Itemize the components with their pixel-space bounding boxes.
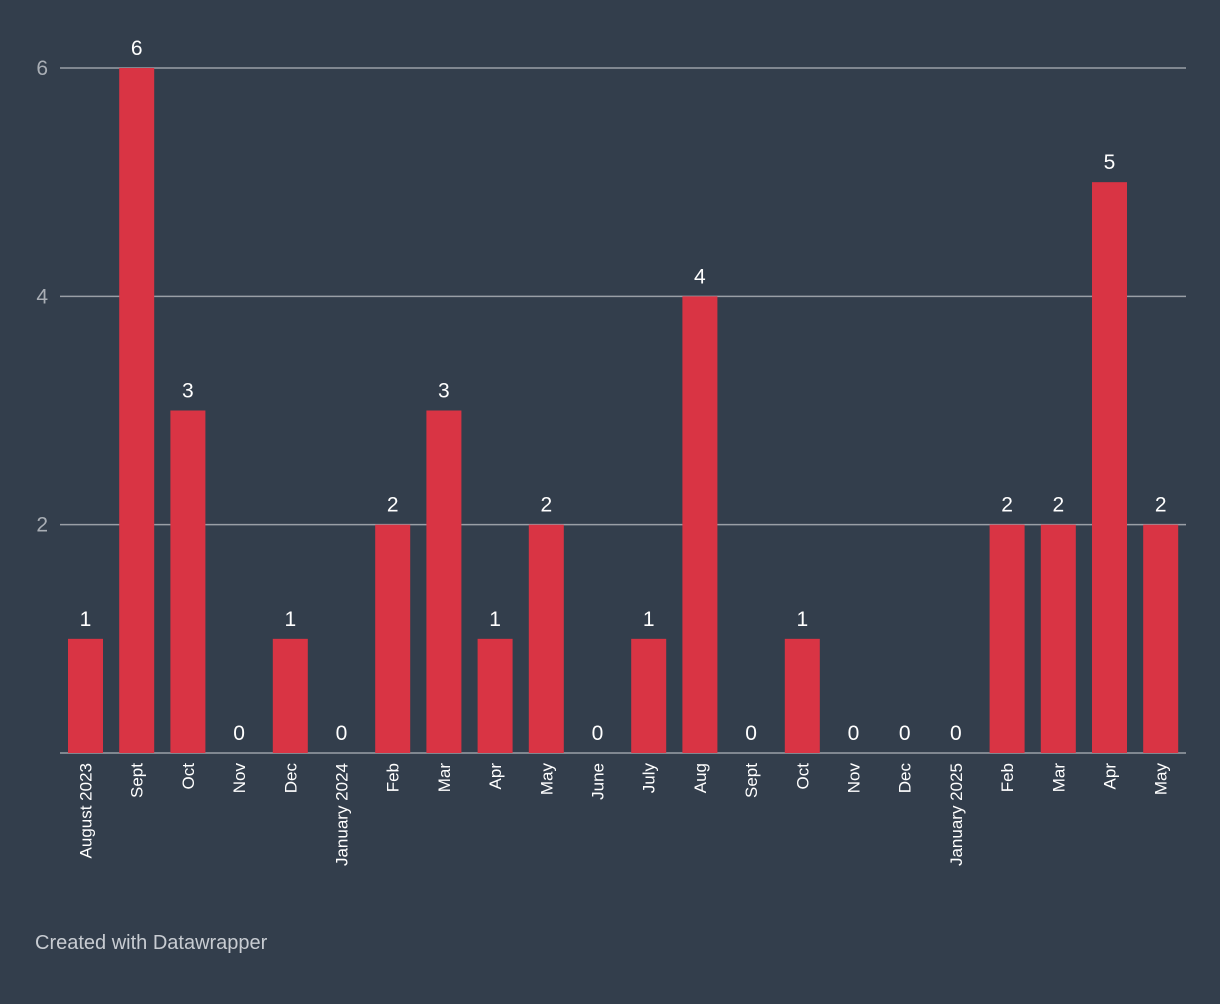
data-label: 0 (233, 722, 245, 745)
x-tick-label: May (1152, 763, 1171, 796)
data-label: 1 (643, 608, 655, 631)
data-label: 0 (592, 722, 604, 745)
x-tick-label: Mar (435, 763, 454, 793)
data-label: 1 (489, 608, 501, 631)
x-tick-label: Feb (384, 763, 403, 792)
x-tick-label: May (537, 763, 556, 796)
x-tick-label: Dec (896, 763, 915, 794)
bar (68, 638, 103, 753)
x-tick-label: August 2023 (77, 763, 96, 858)
footer-credit[interactable]: Created with Datawrapper (35, 932, 268, 954)
data-label: 2 (387, 494, 399, 517)
bar (272, 638, 308, 753)
bar (477, 638, 513, 753)
x-tick-label: Apr (1101, 763, 1120, 790)
x-tick-label: January 2024 (333, 763, 352, 866)
x-tick-label: Nov (845, 763, 864, 794)
bar (375, 524, 411, 753)
data-label: 3 (182, 380, 194, 403)
data-label: 5 (1104, 151, 1116, 174)
data-label: 0 (745, 722, 757, 745)
bar (170, 410, 206, 753)
data-label: 6 (131, 37, 143, 60)
x-tick-label: Dec (281, 763, 300, 794)
x-tick-label: Oct (179, 763, 198, 790)
bar (1040, 524, 1076, 753)
x-tick-label: Oct (793, 763, 812, 790)
data-label: 1 (284, 608, 296, 631)
data-label: 3 (438, 380, 450, 403)
data-label: 0 (899, 722, 911, 745)
data-label: 0 (848, 722, 860, 745)
x-tick-label: July (640, 763, 659, 794)
bar (989, 524, 1025, 753)
x-tick-label: Mar (1049, 763, 1068, 793)
data-label: 0 (336, 722, 348, 745)
bar (119, 68, 155, 753)
bar (784, 638, 820, 753)
bar (1143, 524, 1179, 753)
data-label: 4 (694, 265, 706, 288)
x-tick-label: June (589, 763, 608, 800)
data-label: 2 (1155, 494, 1167, 517)
data-label: 2 (1052, 494, 1064, 517)
data-label: 1 (80, 608, 92, 631)
data-label: 1 (796, 608, 808, 631)
x-tick-label: Sept (128, 763, 147, 798)
y-tick-label: 2 (36, 514, 48, 537)
x-tick-label: Aug (691, 763, 710, 793)
y-tick-label: 6 (36, 57, 48, 80)
x-tick-label: Sept (742, 763, 761, 798)
data-label: 2 (540, 494, 552, 517)
data-label: 0 (950, 722, 962, 745)
x-tick-label: Nov (230, 763, 249, 794)
x-tick-label: Feb (998, 763, 1017, 792)
bar (682, 296, 718, 753)
x-tick-label: January 2025 (947, 763, 966, 866)
data-label: 2 (1001, 494, 1013, 517)
bar (528, 524, 564, 753)
y-tick-label: 4 (36, 285, 48, 308)
bar (1092, 182, 1127, 753)
bar (426, 410, 462, 753)
bar (631, 638, 667, 753)
x-tick-label: Apr (486, 763, 505, 790)
